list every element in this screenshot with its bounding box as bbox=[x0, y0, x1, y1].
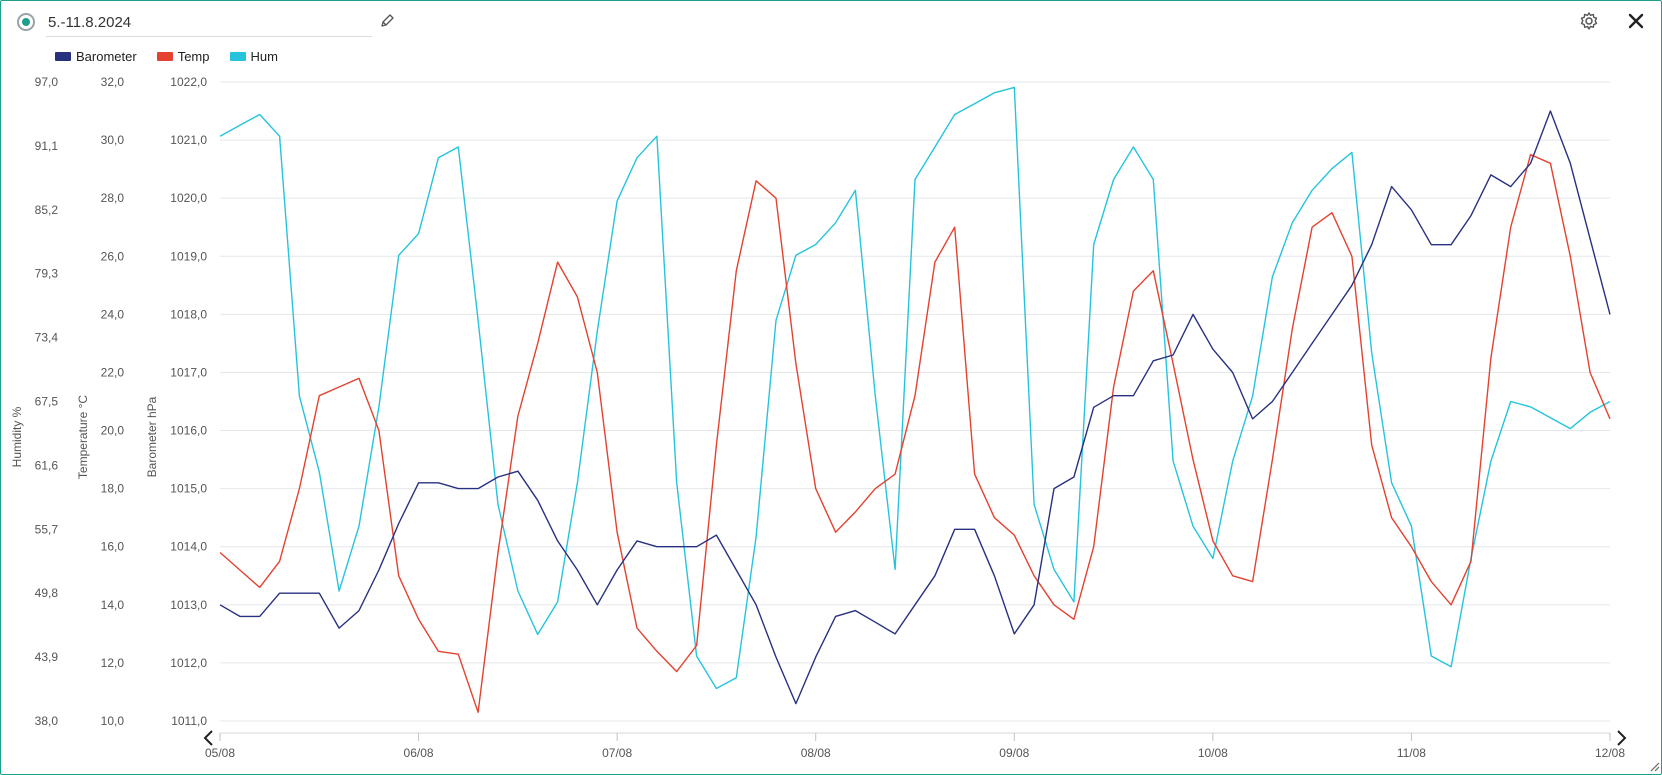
temp-tick-label: 26,0 bbox=[101, 249, 125, 263]
chevron-left-icon[interactable] bbox=[200, 728, 218, 748]
grid-lines bbox=[220, 81, 1610, 722]
humidity-axis-title: Humidity % bbox=[10, 406, 24, 467]
x-tick-label: 12/08 bbox=[1595, 746, 1625, 760]
x-tick-label: 07/08 bbox=[602, 746, 632, 760]
temp-tick-label: 22,0 bbox=[101, 365, 125, 379]
legend-swatch-temp bbox=[156, 51, 173, 61]
chevron-right-icon[interactable] bbox=[1612, 728, 1630, 748]
temp-tick-label: 10,0 bbox=[101, 714, 125, 728]
title-field[interactable]: 5.-11.8.2024 bbox=[46, 8, 372, 37]
baro-tick-label: 1016,0 bbox=[170, 424, 207, 438]
baro-tick-label: 1019,0 bbox=[170, 249, 207, 263]
legend-swatch-barometer bbox=[55, 51, 71, 61]
x-tick-label: 11/08 bbox=[1397, 746, 1426, 760]
baro-tick-label: 1013,0 bbox=[170, 598, 207, 612]
baro-tick-label: 1018,0 bbox=[170, 307, 207, 321]
legend-swatch-hum bbox=[229, 51, 246, 61]
hum-tick-label: 67,5 bbox=[35, 395, 59, 409]
temp-tick-label: 12,0 bbox=[101, 656, 125, 670]
radio-dot bbox=[22, 18, 30, 26]
x-tick-label: 09/08 bbox=[999, 746, 1029, 760]
gear-icon[interactable] bbox=[1578, 10, 1600, 32]
hum-tick-label: 43,9 bbox=[35, 650, 59, 664]
hum-tick-label: 49,8 bbox=[35, 586, 59, 600]
hum-tick-label: 91,1 bbox=[35, 139, 59, 153]
close-icon[interactable] bbox=[1625, 10, 1647, 32]
temp-tick-label: 16,0 bbox=[101, 540, 125, 554]
baro-tick-label: 1011,0 bbox=[171, 714, 207, 728]
temp-tick-label: 20,0 bbox=[101, 424, 125, 438]
hum-tick-label: 61,6 bbox=[35, 458, 59, 472]
legend-item-barometer[interactable]: Barometer bbox=[55, 49, 137, 64]
legend-label-temp: Temp bbox=[177, 48, 210, 64]
hum-tick-label: 85,2 bbox=[35, 203, 59, 217]
legend-item-hum[interactable]: Hum bbox=[229, 48, 278, 64]
pencil-icon[interactable] bbox=[378, 12, 396, 30]
baro-tick-label: 1022,0 bbox=[170, 75, 207, 89]
temperature-axis: 32,0 30,0 28,0 26,0 24,0 22,0 20,0 18,0 16,0 14,0… bbox=[101, 75, 125, 728]
radio-selected-icon[interactable] bbox=[17, 13, 35, 31]
x-axis: 05/08 06/08 07/08 08/08 09/08 10/08 11/08 12/08 bbox=[205, 732, 1625, 760]
series-group bbox=[219, 86, 1611, 713]
x-tick-label: 10/08 bbox=[1198, 746, 1228, 760]
barometer-axis-title: Barometer hPa bbox=[145, 396, 159, 477]
temp-tick-label: 28,0 bbox=[101, 191, 125, 205]
temp-tick-label: 18,0 bbox=[101, 482, 125, 496]
x-tick-label: 08/08 bbox=[801, 746, 831, 760]
legend-item-temp[interactable]: Temp bbox=[156, 48, 210, 64]
baro-tick-label: 1012,0 bbox=[170, 656, 207, 670]
legend-label-barometer: Barometer bbox=[76, 48, 137, 64]
hum-tick-label: 97,0 bbox=[35, 75, 59, 89]
chart-header: 5.-11.8.2024 bbox=[0, 0, 1660, 46]
baro-tick-label: 1021,0 bbox=[170, 133, 207, 147]
legend-label-hum: Hum bbox=[250, 48, 278, 64]
baro-tick-label: 1017,0 bbox=[170, 365, 207, 379]
series-line-hum bbox=[219, 86, 1611, 690]
series-line-barometer bbox=[219, 110, 1611, 705]
hum-tick-label: 79,3 bbox=[35, 267, 59, 281]
baro-tick-label: 1020,0 bbox=[170, 191, 207, 205]
temp-tick-label: 14,0 bbox=[101, 598, 125, 612]
resize-handle-icon[interactable] bbox=[1648, 760, 1660, 772]
temp-tick-label: 32,0 bbox=[101, 75, 125, 89]
temp-tick-label: 30,0 bbox=[101, 133, 125, 147]
baro-tick-label: 1015,0 bbox=[170, 482, 207, 496]
hum-tick-label: 55,7 bbox=[35, 522, 59, 536]
hum-tick-label: 73,4 bbox=[35, 331, 59, 345]
x-tick-label: 05/08 bbox=[205, 746, 235, 760]
chart-title: 5.-11.8.2024 bbox=[48, 14, 132, 31]
humidity-axis: 97,0 91,1 85,2 79,3 73,4 67,5 61,6 55,7 49,8 43,9… bbox=[35, 75, 59, 728]
temp-tick-label: 24,0 bbox=[101, 307, 125, 321]
chart-legend: Barometer Temp Hum bbox=[55, 47, 298, 65]
line-chart: 97,0 91,1 85,2 79,3 73,4 67,5 61,6 55,7 49,8 43,9… bbox=[10, 75, 1625, 760]
hum-tick-label: 38,0 bbox=[35, 714, 59, 728]
baro-tick-label: 1014,0 bbox=[170, 540, 207, 554]
barometer-axis: 1022,0 1021,0 1020,0 1019,0 1018,0 1017,0 1016… bbox=[170, 75, 207, 728]
x-tick-label: 06/08 bbox=[404, 746, 434, 760]
series-line-temp bbox=[219, 153, 1611, 713]
temperature-axis-title: Temperature °C bbox=[76, 395, 90, 479]
